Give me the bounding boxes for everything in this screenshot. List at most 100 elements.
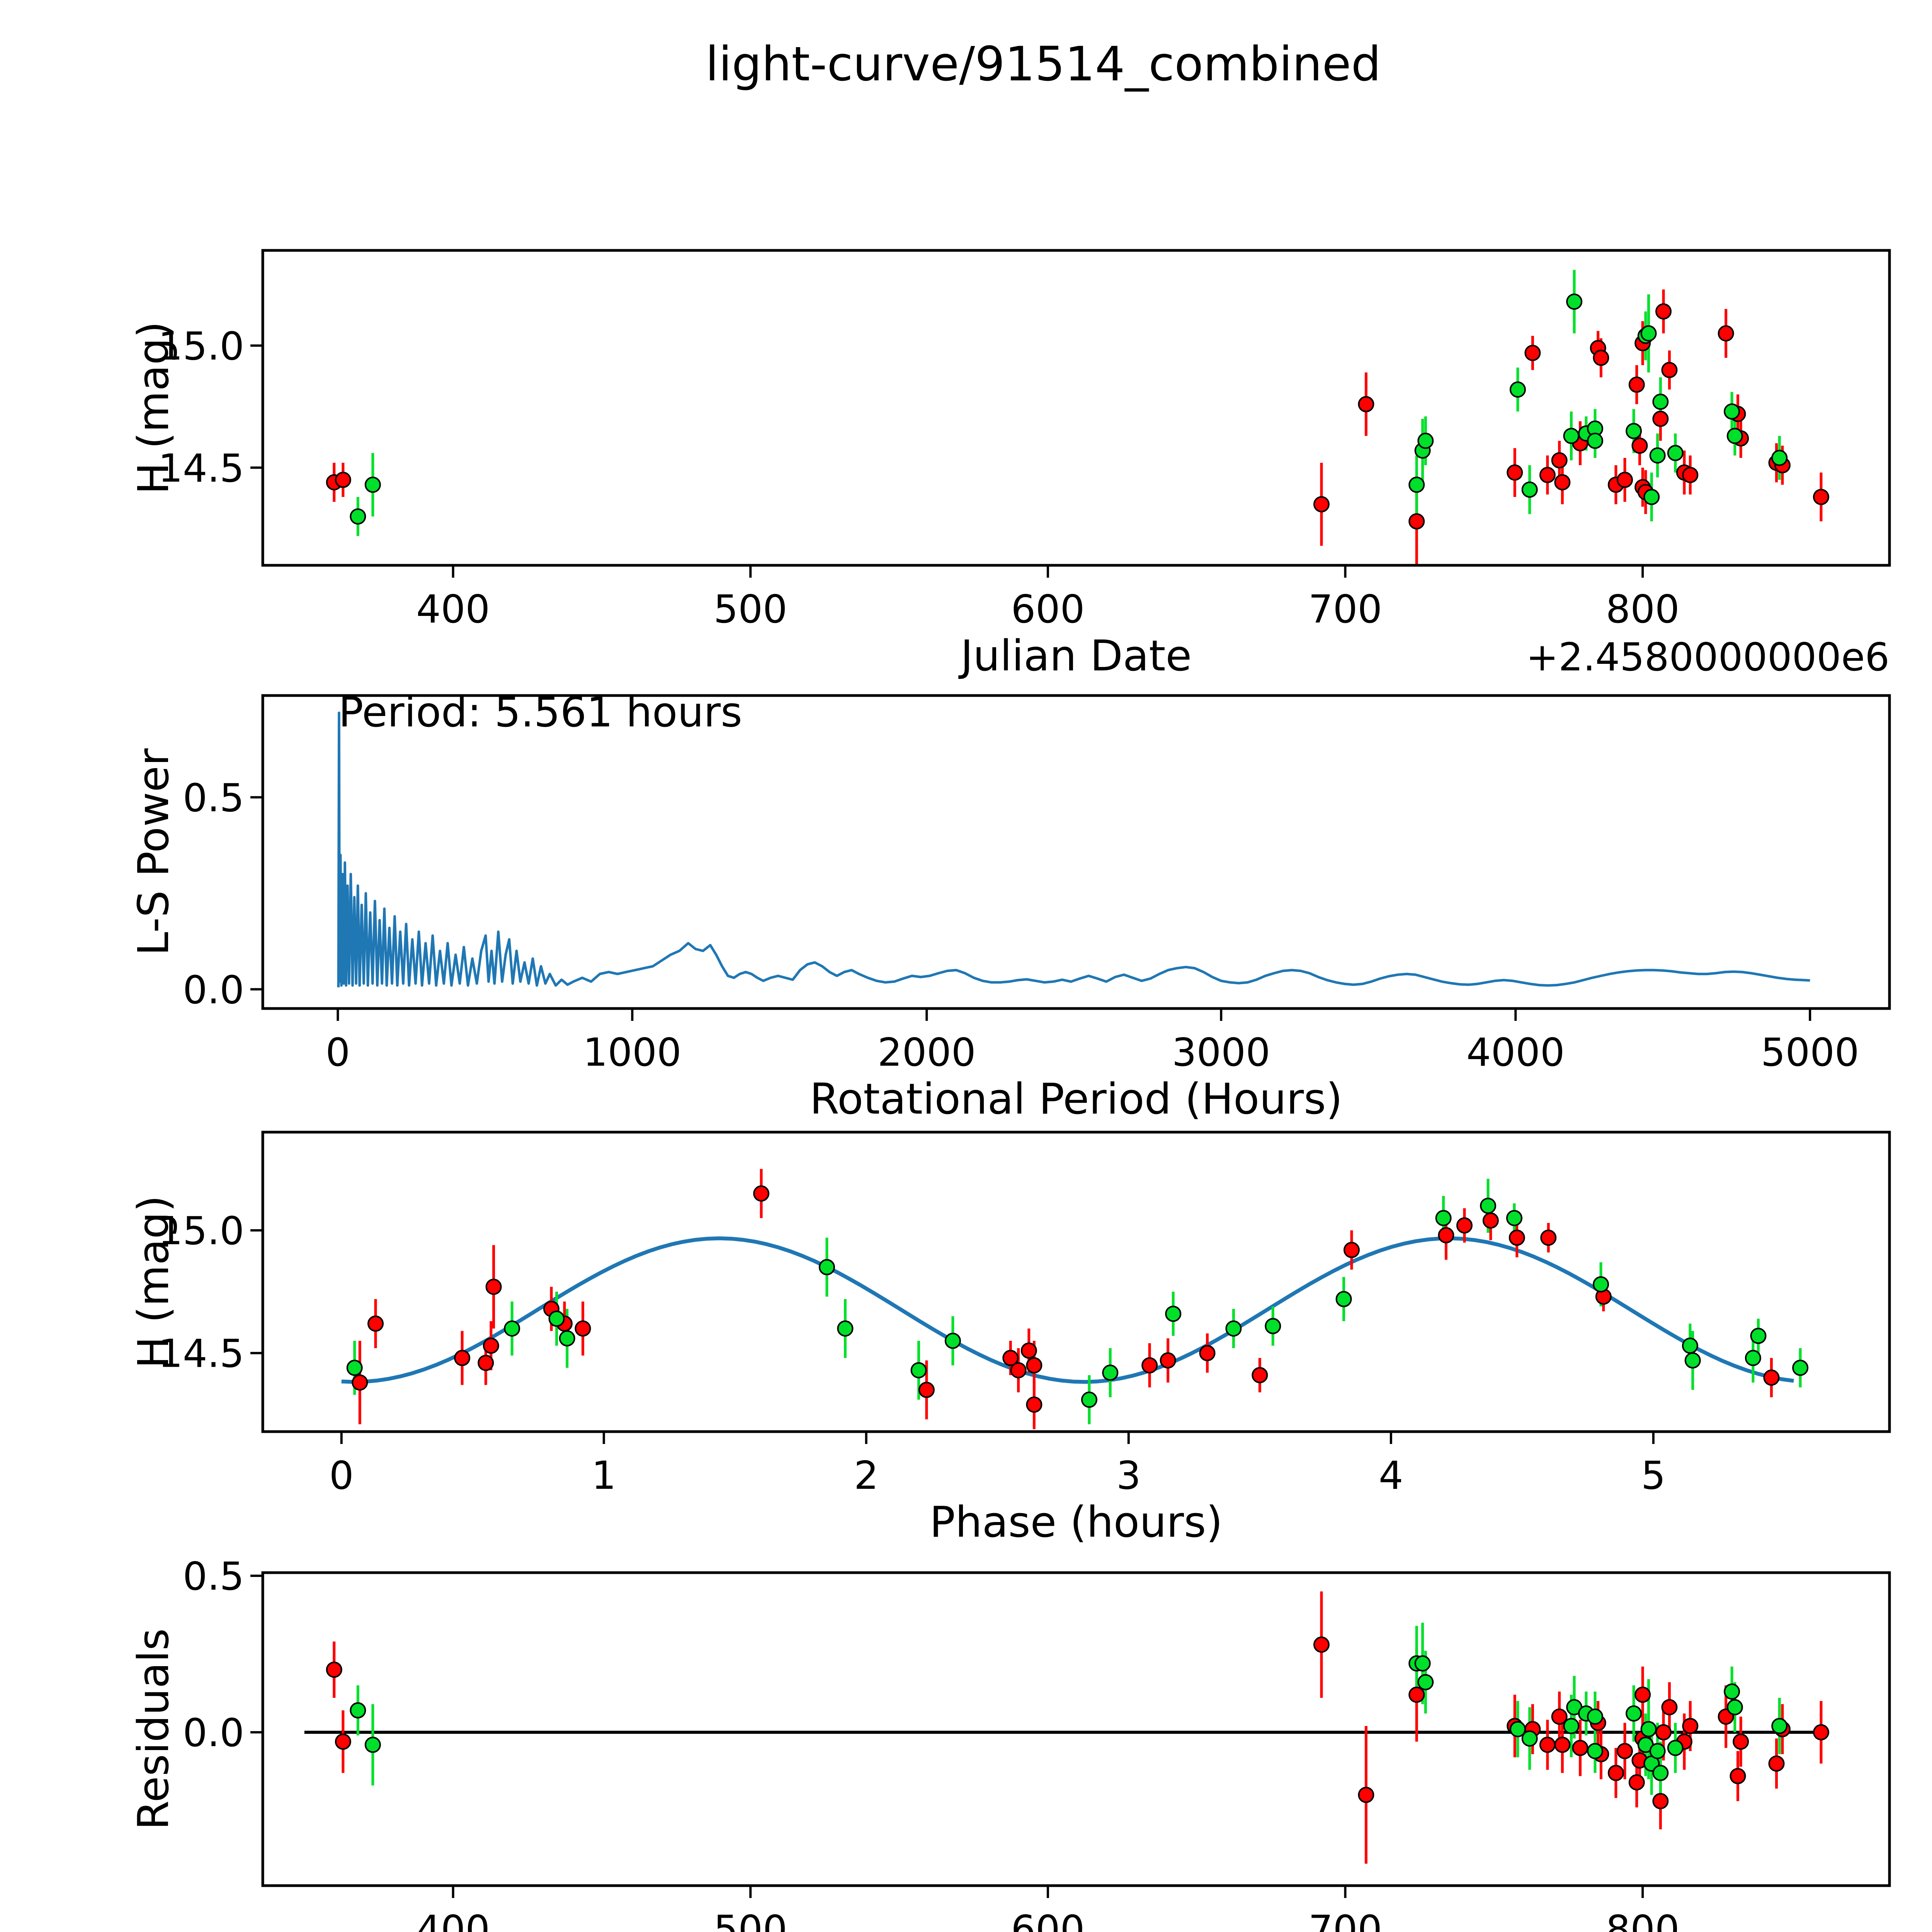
green-errorbar-series-marker — [1408, 476, 1425, 493]
red-errorbar-series-marker — [1813, 1724, 1829, 1741]
red-errorbar-series-marker — [1682, 467, 1699, 483]
red-errorbar-series-marker — [483, 1337, 499, 1354]
red-errorbar-series-marker — [1813, 489, 1829, 505]
green-errorbar-series-marker — [1509, 381, 1526, 398]
green-errorbar-series-marker — [837, 1320, 854, 1337]
axes-frame — [261, 1131, 1891, 1433]
red-errorbar-series-marker — [1358, 396, 1374, 413]
green-errorbar-series-marker — [1652, 1765, 1669, 1781]
green-errorbar-series-marker — [1652, 393, 1669, 410]
y-tick-label: 15.0 — [158, 1208, 244, 1253]
green-errorbar-series-marker — [1563, 1718, 1580, 1734]
red-errorbar-series-marker — [1607, 1765, 1624, 1781]
axis-offset-label: +2.4580000000e6 — [1526, 634, 1889, 680]
red-errorbar-series-marker — [1313, 1636, 1330, 1653]
y-tick-label: 0.5 — [183, 1554, 244, 1599]
y-tick-label: 14.5 — [158, 1331, 244, 1376]
green-errorbar-series-marker — [1724, 403, 1740, 420]
y-axis-label: H (mag) — [129, 1196, 178, 1369]
green-errorbar-series-marker — [1684, 1352, 1701, 1369]
green-errorbar-series-marker — [1506, 1210, 1522, 1226]
red-errorbar-series-marker — [1652, 1793, 1669, 1810]
periodogram-curve — [337, 711, 1810, 988]
red-errorbar-series-marker — [1733, 1733, 1749, 1750]
red-errorbar-series-marker — [1718, 325, 1734, 342]
red-errorbar-series-marker — [1593, 349, 1609, 366]
axes-frame — [261, 694, 1891, 1010]
x-tick-label: 2000 — [878, 1030, 976, 1075]
red-errorbar-series-marker — [1456, 1217, 1473, 1234]
x-tick-label: 500 — [714, 1907, 787, 1932]
periodogram-panel: 0 1000 2000 3000 4000 5000 0.0 0.5 Rotational Pe… — [129, 689, 1891, 1124]
red-errorbar-series-marker — [1661, 1699, 1678, 1716]
red-errorbar-series-marker — [1199, 1345, 1216, 1361]
x-tick-label: 800 — [1606, 1907, 1680, 1932]
red-errorbar-series-marker — [352, 1374, 368, 1391]
x-tick-label: 0 — [329, 1453, 354, 1498]
fit-curve — [341, 1236, 1794, 1384]
green-errorbar-series-marker — [1417, 1674, 1434, 1690]
red-errorbar-series-marker — [1343, 1242, 1360, 1258]
red-errorbar-series-marker — [1482, 1212, 1499, 1229]
green-errorbar-series-marker — [1649, 1743, 1666, 1759]
green-errorbar-series-marker — [346, 1359, 363, 1376]
x-tick-label: 2 — [854, 1453, 879, 1498]
green-errorbar-series-marker — [1081, 1391, 1097, 1408]
red-errorbar-series-marker — [1438, 1227, 1454, 1243]
red-errorbar-series-marker — [1141, 1357, 1158, 1374]
green-errorbar-series-marker — [1750, 1328, 1767, 1344]
x-tick-label: 5000 — [1761, 1030, 1859, 1075]
red-errorbar-series-marker — [1655, 303, 1672, 320]
y-tick-label: 0.5 — [183, 775, 244, 820]
jd-magnitude-panel: 400 500 600 700 800 14.5 15.0 Julian Date H (mag… — [129, 249, 1891, 680]
green-errorbar-series-marker — [350, 508, 366, 525]
period-annotation: Period: 5.561 hours — [338, 689, 742, 736]
green-errorbar-series-marker — [1649, 447, 1666, 464]
red-errorbar-series-marker — [1652, 410, 1669, 427]
red-errorbar-series-marker — [1026, 1396, 1043, 1413]
green-errorbar-series-marker — [559, 1330, 575, 1347]
green-errorbar-series-marker — [1682, 1337, 1698, 1354]
green-errorbar-series-marker — [504, 1320, 520, 1337]
green-errorbar-series-marker — [1771, 1718, 1788, 1734]
green-errorbar-series-marker — [944, 1332, 961, 1349]
green-errorbar-series-marker — [1480, 1197, 1497, 1214]
green-errorbar-series-marker — [1563, 428, 1580, 444]
red-errorbar-series-marker — [1313, 496, 1330, 513]
red-errorbar-series-marker — [454, 1350, 471, 1366]
x-axis-label: Julian Date — [958, 631, 1192, 680]
red-errorbar-series-marker — [1661, 362, 1678, 378]
x-axis-label: Rotational Period (Hours) — [810, 1074, 1342, 1124]
green-errorbar-series-marker — [1566, 293, 1583, 310]
y-axis-label: H (mag) — [129, 321, 178, 495]
y-tick-label: 0.0 — [183, 1710, 244, 1755]
x-tick-label: 800 — [1606, 587, 1680, 632]
red-errorbar-series-marker — [1628, 1774, 1645, 1791]
y-axis-label: L-S Power — [129, 748, 178, 956]
red-errorbar-series-marker — [575, 1320, 591, 1337]
red-errorbar-series-marker — [326, 1662, 342, 1678]
green-errorbar-series-marker — [1626, 423, 1642, 439]
x-tick-label: 400 — [416, 1907, 490, 1932]
red-errorbar-series-marker — [1634, 1686, 1651, 1703]
green-errorbar-series-marker — [1724, 1683, 1740, 1700]
x-tick-label: 5 — [1641, 1453, 1666, 1498]
green-errorbar-series-marker — [1165, 1306, 1182, 1322]
green-errorbar-series-marker — [1587, 1743, 1604, 1759]
green-errorbar-series-marker — [1587, 432, 1604, 449]
y-tick-label: 15.0 — [158, 323, 244, 369]
green-errorbar-series-marker — [1414, 1655, 1431, 1672]
green-errorbar-series-marker — [548, 1310, 565, 1327]
red-errorbar-series-marker — [1617, 1743, 1633, 1759]
red-errorbar-series-marker — [1551, 452, 1568, 469]
green-errorbar-series-marker — [910, 1362, 927, 1379]
red-errorbar-series-marker — [335, 1733, 351, 1750]
red-errorbar-series-marker — [1026, 1357, 1043, 1374]
red-errorbar-series-marker — [1554, 1736, 1571, 1753]
green-errorbar-series-marker — [1626, 1705, 1642, 1722]
green-errorbar-series-marker — [1640, 325, 1657, 342]
green-errorbar-series-marker — [1726, 428, 1743, 444]
red-errorbar-series-marker — [1730, 1768, 1746, 1784]
x-tick-label: 3 — [1116, 1453, 1141, 1498]
